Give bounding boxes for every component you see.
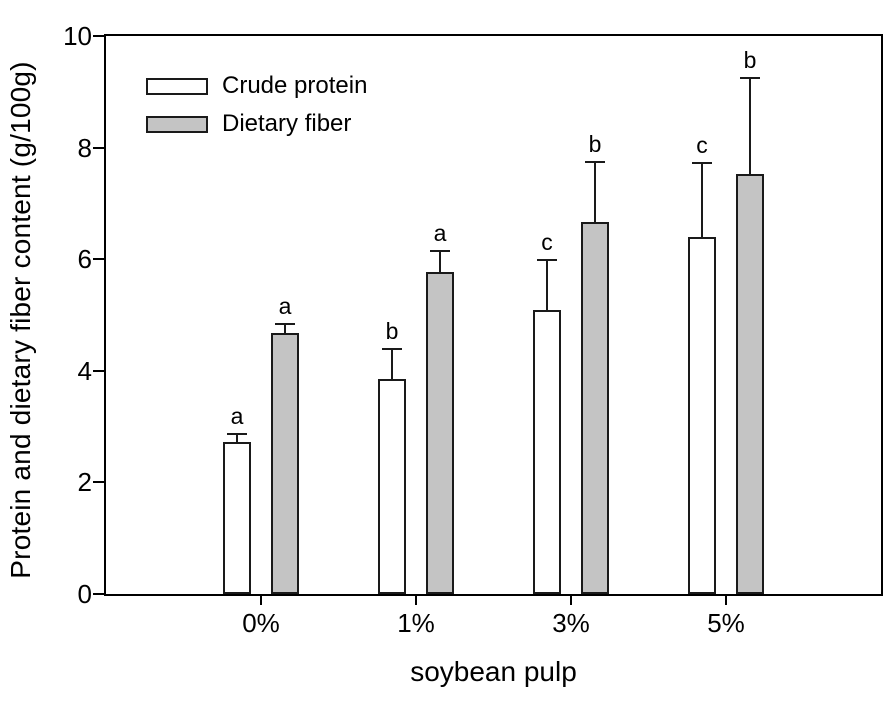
y-tick-mark	[93, 35, 104, 37]
error-bar-cap	[740, 77, 760, 79]
bar-crude-protein-5pct	[688, 237, 716, 594]
y-tick-label: 6	[77, 244, 92, 274]
sig-letter: a	[278, 293, 292, 319]
sig-letter: c	[541, 229, 553, 255]
sig-letter: b	[588, 131, 602, 157]
error-bar-cap	[430, 250, 450, 252]
error-bar-cap	[275, 323, 295, 325]
y-tick-mark	[93, 370, 104, 372]
legend-label: Crude protein	[222, 72, 368, 99]
bar-dietary-fiber-5pct	[736, 174, 764, 594]
error-bar-cap	[227, 433, 247, 435]
error-bar-line	[701, 163, 703, 237]
y-tick-mark	[93, 147, 104, 149]
bar-dietary-fiber-1pct	[426, 272, 454, 594]
y-tick-mark	[93, 481, 104, 483]
error-bar-line	[439, 251, 441, 272]
x-tick-label: 3%	[552, 608, 590, 638]
error-bar-line	[749, 78, 751, 174]
y-tick-label: 2	[77, 467, 92, 497]
y-tick-label: 10	[63, 21, 92, 51]
sig-letter: c	[696, 132, 708, 158]
sig-letter: a	[230, 403, 244, 429]
error-bar-line	[391, 349, 393, 379]
bar-dietary-fiber-0pct	[271, 333, 299, 594]
error-bar-line	[284, 324, 286, 333]
sig-letter: b	[743, 47, 757, 73]
error-bar-line	[236, 434, 238, 442]
x-tick-mark	[415, 596, 417, 605]
error-bar-line	[594, 162, 596, 222]
bar-crude-protein-1pct	[378, 379, 406, 594]
x-tick-mark	[260, 596, 262, 605]
x-tick-label: 5%	[707, 608, 745, 638]
legend-item: Crude protein	[146, 73, 367, 99]
legend-label: Dietary fiber	[222, 110, 352, 137]
error-bar-cap	[692, 162, 712, 164]
bar-dietary-fiber-3pct	[581, 222, 609, 594]
x-tick-label: 0%	[242, 608, 280, 638]
legend-swatch-crude-protein	[146, 77, 208, 95]
x-tick-label: 1%	[397, 608, 435, 638]
sig-letter: b	[385, 318, 399, 344]
y-tick-mark	[93, 258, 104, 260]
legend-item: Dietary fiber	[146, 111, 367, 137]
y-tick-label: 4	[77, 356, 92, 386]
x-tick-mark	[570, 596, 572, 605]
legend-swatch-dietary-fiber	[146, 115, 208, 133]
plot-area: Crude protein Dietary fiber 0 2 4 6 8 10 0% a a 1%…	[63, 21, 883, 638]
y-axis-label: Protein and dietary fiber content (g/100…	[5, 61, 36, 579]
y-tick-label: 8	[77, 133, 92, 163]
sig-letter: a	[433, 220, 447, 246]
bar-crude-protein-0pct	[223, 442, 251, 594]
x-axis-label: soybean pulp	[410, 656, 577, 687]
x-tick-mark	[725, 596, 727, 605]
y-tick-mark	[93, 593, 104, 595]
error-bar-line	[546, 260, 548, 310]
error-bar-cap	[537, 259, 557, 261]
bar-crude-protein-3pct	[533, 310, 561, 594]
error-bar-cap	[585, 161, 605, 163]
y-tick-label: 0	[77, 579, 92, 609]
error-bar-cap	[382, 348, 402, 350]
legend: Crude protein Dietary fiber	[146, 73, 367, 137]
